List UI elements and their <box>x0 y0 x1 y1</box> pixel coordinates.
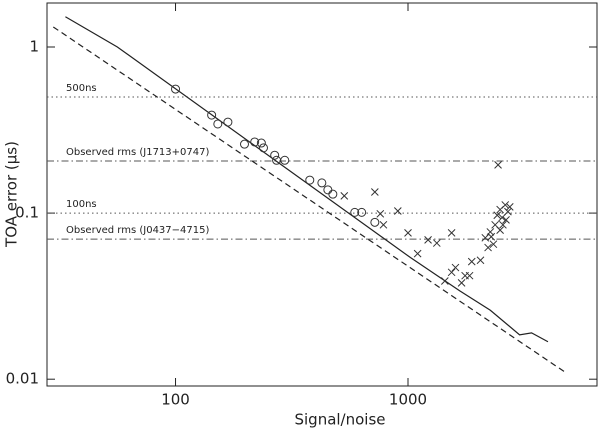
cross-point <box>379 220 388 229</box>
circle-point <box>370 217 380 227</box>
y-tick-label: 0.1 <box>15 204 39 222</box>
circle-point <box>223 117 233 127</box>
circle-point <box>171 84 181 94</box>
cross-point <box>504 207 512 216</box>
cross-point <box>486 228 495 236</box>
cross-point <box>489 240 498 249</box>
cross-point <box>457 279 466 287</box>
circle-point <box>250 137 260 147</box>
cross-point <box>404 229 412 237</box>
cross-point <box>451 263 460 272</box>
cross-point <box>447 229 456 237</box>
cross-point <box>467 257 476 266</box>
x-tick-label: 1000 <box>389 391 427 409</box>
cross-point <box>496 226 504 234</box>
cross-point <box>476 256 485 265</box>
cross-point <box>461 271 469 280</box>
cross-point <box>505 203 514 211</box>
cross-point <box>440 277 449 285</box>
cross-point <box>370 188 379 196</box>
circle-point <box>350 207 360 217</box>
cross-point <box>424 236 432 244</box>
cross-point <box>447 268 456 277</box>
circle-point <box>280 155 290 165</box>
cross-point <box>499 220 507 229</box>
plot-frame <box>46 2 598 387</box>
circle-point <box>317 178 327 188</box>
model-curve <box>65 16 549 343</box>
cross-point <box>376 209 385 218</box>
circle-point <box>270 150 280 160</box>
circle-point <box>357 207 367 217</box>
cross-point <box>494 161 502 169</box>
circle-point <box>213 119 223 129</box>
cross-point <box>487 232 496 241</box>
y-tick-label: 0.01 <box>6 370 39 388</box>
y-axis-label: TOA error (μs) <box>3 141 21 248</box>
reference-label: 500ns <box>66 83 97 94</box>
reference-label: 100ns <box>66 199 97 210</box>
cross-point <box>340 191 349 200</box>
y-tick-label: 1 <box>29 37 39 55</box>
cross-point <box>498 213 506 222</box>
cross-point <box>432 239 441 247</box>
cross-point <box>413 249 422 258</box>
x-axis-label: Signal/noise <box>294 411 385 429</box>
cross-point <box>501 201 510 209</box>
x-tick-label: 100 <box>161 391 190 409</box>
cross-point <box>493 211 502 220</box>
reference-label: Observed rms (J0437−4715) <box>66 225 209 236</box>
cross-point <box>393 207 402 215</box>
circle-point <box>258 143 268 153</box>
circle-point <box>207 110 217 120</box>
model-curve <box>52 26 566 373</box>
circle-point <box>328 189 338 199</box>
circle-point <box>256 138 266 148</box>
circle-point <box>239 139 249 149</box>
circle-point <box>305 175 315 185</box>
cross-point <box>502 216 510 224</box>
circle-point <box>323 185 333 195</box>
circle-point <box>272 155 282 165</box>
cross-point <box>484 243 492 252</box>
reference-label: Observed rms (J1713+0747) <box>66 147 209 158</box>
